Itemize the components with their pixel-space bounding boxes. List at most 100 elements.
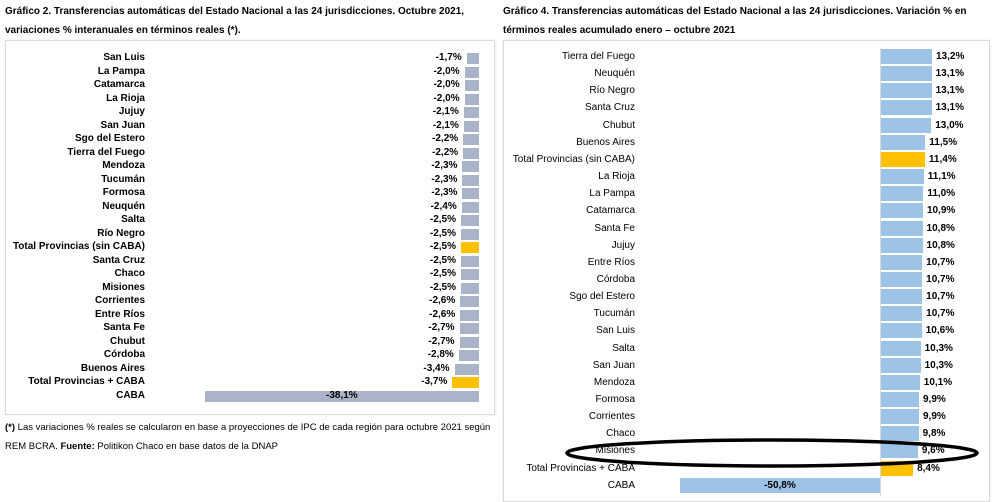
- category-label: San Luis: [596, 325, 635, 337]
- bar: [459, 336, 479, 348]
- bar: [880, 426, 919, 442]
- category-label: Formosa: [595, 394, 635, 405]
- chart-1-footnote: (*) Las variaciones % reales se calcular…: [5, 418, 500, 456]
- value-label: 13,1%: [935, 102, 964, 114]
- category-label: Chaco: [114, 268, 145, 279]
- bar: [880, 340, 921, 356]
- category-label: Entre Ríos: [94, 308, 145, 320]
- category-label: Tierra del Fuego: [67, 146, 145, 158]
- value-label: -1,7%: [435, 52, 462, 63]
- value-label: -2,6%: [429, 295, 456, 306]
- category-label: Córdoba: [596, 273, 635, 285]
- value-label: -2,0%: [433, 92, 460, 104]
- category-label: Río Negro: [589, 85, 635, 97]
- bar: [462, 161, 479, 172]
- bar: [463, 120, 479, 132]
- category-label: La Pampa: [97, 65, 145, 77]
- category-label: Jujuy: [118, 106, 145, 117]
- category-label: Neuquén: [102, 200, 145, 212]
- value-label: -3,4%: [423, 362, 450, 374]
- value-label: -2,5%: [429, 281, 456, 293]
- category-label: Corrientes: [588, 411, 635, 423]
- category-label: Mendoza: [102, 160, 145, 171]
- bar: [461, 282, 479, 294]
- category-label: CABA: [116, 389, 145, 401]
- category-label: La Rioja: [106, 92, 145, 104]
- value-label: -2,2%: [432, 133, 459, 144]
- bar: [461, 215, 479, 226]
- category-label: Tucumán: [593, 308, 635, 320]
- value-label: 10,7%: [926, 256, 955, 268]
- category-label: San Juan: [100, 119, 145, 131]
- bar: [461, 269, 479, 280]
- bar: [464, 93, 479, 105]
- bar: [880, 151, 925, 167]
- bar: [880, 49, 932, 64]
- value-label: -38,1%: [325, 389, 358, 401]
- bar: [462, 188, 479, 199]
- bar: [880, 374, 920, 390]
- bar: [880, 203, 923, 219]
- chart-1-title: Gráfico 2. Transferencias automáticas de…: [5, 6, 465, 36]
- value-label: -2,6%: [429, 308, 456, 320]
- bar: [880, 83, 932, 99]
- value-label: 13,1%: [935, 85, 964, 97]
- value-label: -2,0%: [433, 79, 460, 90]
- value-label: 8,4%: [917, 462, 940, 474]
- value-label: -2,1%: [432, 119, 459, 131]
- category-label: Catamarca: [93, 79, 145, 90]
- value-label: -2,7%: [428, 322, 455, 333]
- value-label: 10,6%: [925, 325, 955, 337]
- bar: [880, 186, 924, 202]
- bar: [464, 80, 479, 91]
- bar: [466, 53, 479, 64]
- category-label: Misiones: [102, 281, 145, 293]
- category-label: Córdoba: [103, 349, 145, 360]
- category-label: La Rioja: [598, 171, 635, 183]
- footnote-text: Las variaciones % reales se calcularon e…: [5, 422, 491, 452]
- category-label: Corrientes: [94, 295, 145, 306]
- value-label: 9,9%: [923, 394, 946, 405]
- bar: [458, 350, 479, 361]
- value-label: -2,5%: [429, 254, 456, 266]
- bar: [679, 477, 880, 493]
- value-label: -2,0%: [433, 65, 460, 77]
- bar: [880, 237, 923, 253]
- value-label: -2,5%: [429, 214, 456, 225]
- category-label: Chaco: [606, 428, 635, 440]
- category-label: La Pampa: [589, 188, 635, 200]
- category-label: Río Negro: [97, 227, 145, 239]
- bar: [880, 409, 919, 425]
- value-label: -2,4%: [430, 200, 457, 212]
- category-label: Santa Cruz: [584, 102, 635, 114]
- value-label: 13,2%: [936, 51, 965, 62]
- bar: [880, 254, 923, 270]
- value-label: -2,7%: [428, 335, 455, 347]
- footnote-mark: (*): [5, 422, 16, 433]
- value-label: -2,1%: [432, 106, 459, 117]
- category-label: Total Provincias + CABA: [28, 376, 145, 387]
- category-label: Salta: [121, 214, 145, 225]
- bar: [880, 220, 923, 236]
- category-label: Santa Fe: [103, 322, 145, 333]
- bar: [880, 289, 923, 305]
- value-label: 10,7%: [926, 308, 955, 320]
- value-label: 10,7%: [926, 291, 955, 303]
- category-label: San Juan: [592, 359, 635, 371]
- bar: [463, 107, 479, 118]
- category-label: Sgo del Estero: [74, 133, 145, 144]
- category-label: San Luis: [103, 52, 145, 63]
- chart-1-frame: [5, 40, 495, 415]
- category-label: Sgo del Estero: [569, 291, 635, 303]
- value-label: -2,3%: [431, 173, 458, 185]
- category-label: Mendoza: [593, 376, 635, 388]
- bar: [463, 147, 479, 159]
- category-label: Buenos Aires: [80, 362, 145, 374]
- bar: [880, 100, 932, 116]
- bar: [880, 443, 918, 459]
- category-label: Total Provincias + CABA: [526, 462, 635, 474]
- value-label: -2,3%: [431, 187, 458, 198]
- bar: [880, 392, 919, 407]
- category-label: Total Provincias (sin CABA): [12, 241, 145, 252]
- bar: [880, 271, 923, 287]
